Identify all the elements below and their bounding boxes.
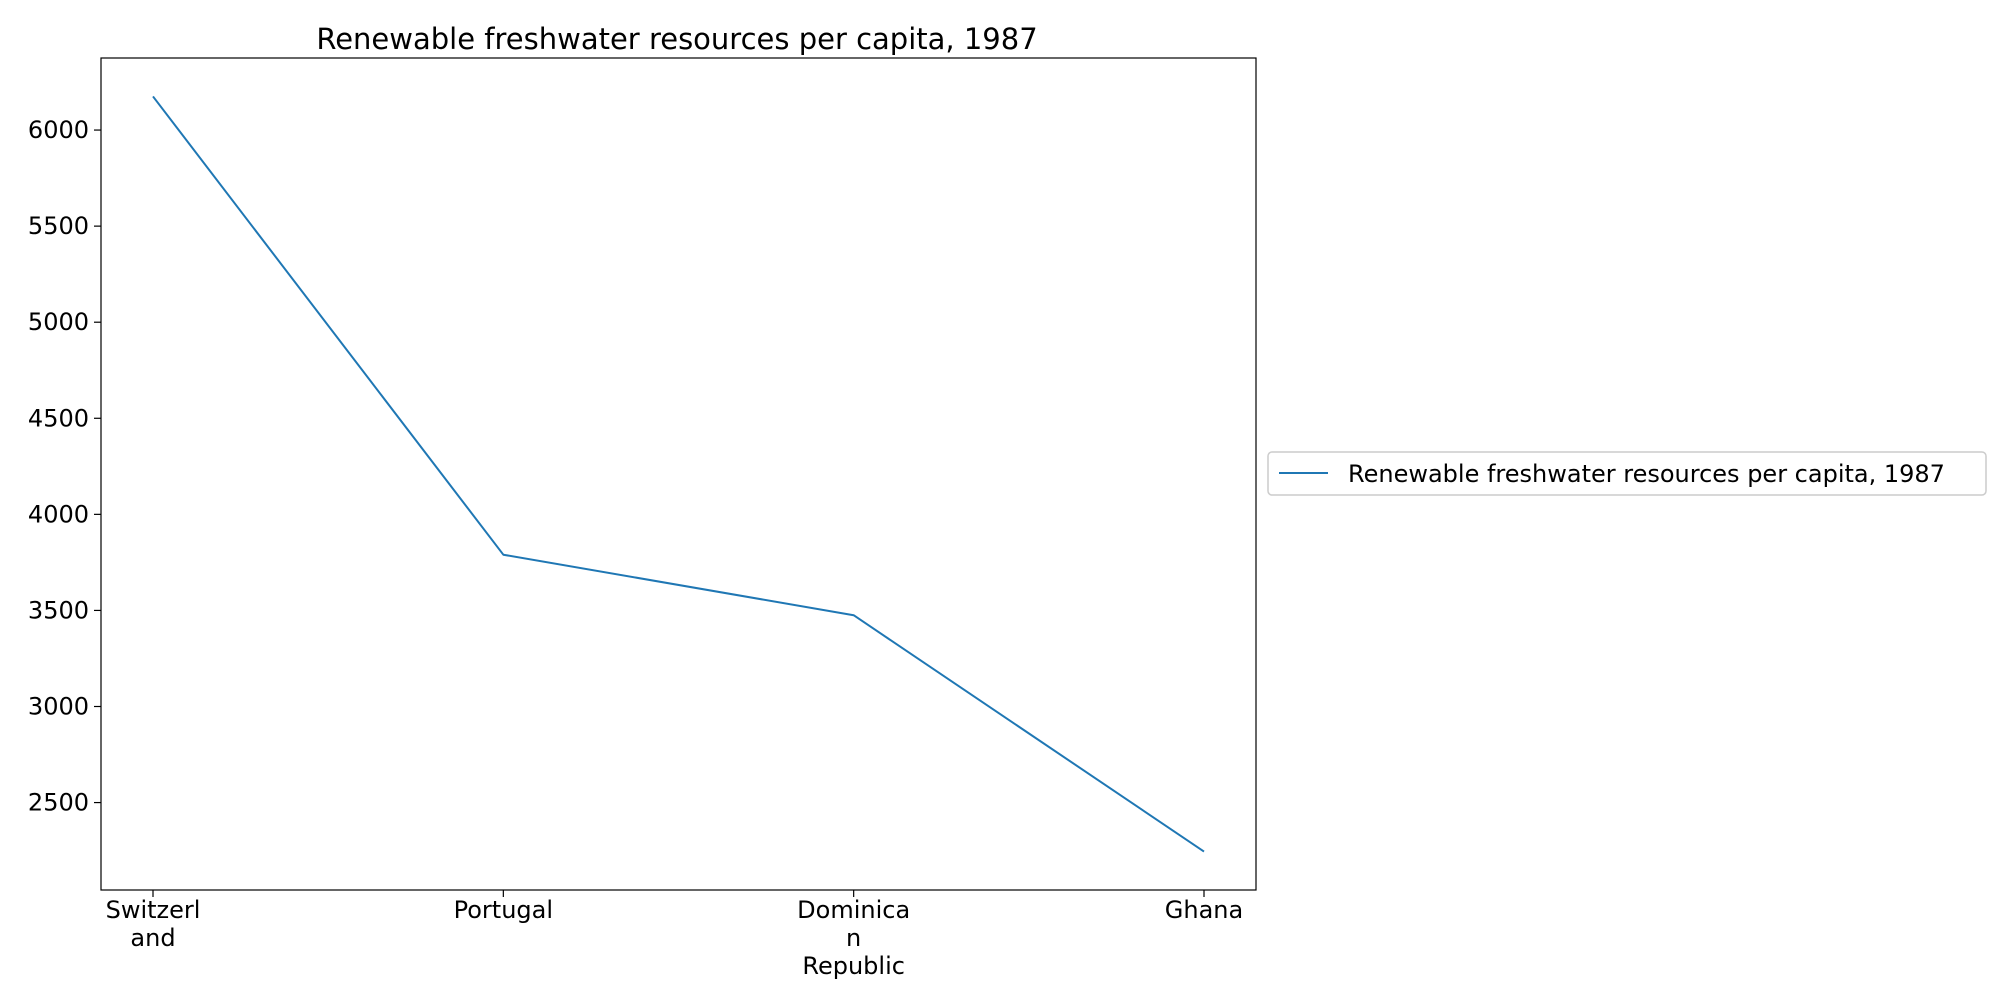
x-tick-label: and — [130, 924, 175, 952]
y-tick-label: 6000 — [28, 116, 89, 144]
y-tick-label: 5500 — [28, 212, 89, 240]
y-tick-label: 4500 — [28, 404, 89, 432]
chart-title: Renewable freshwater resources per capit… — [316, 22, 1037, 56]
y-tick-label: 3500 — [28, 596, 89, 624]
y-axis: 2500 3000 3500 4000 4500 5000 5500 6000 — [28, 116, 101, 817]
legend-box — [1267, 451, 1987, 496]
x-tick-label: Republic — [802, 952, 905, 980]
plot-frame — [100, 57, 1257, 891]
y-tick-label: 4000 — [28, 500, 89, 528]
x-tick-label: Ghana — [1165, 896, 1243, 924]
y-tick-label: 3000 — [28, 692, 89, 720]
y-tick-label: 2500 — [28, 789, 89, 817]
series-line — [152, 95, 1205, 853]
legend: Renewable freshwater resources per capit… — [1267, 451, 1987, 496]
x-tick-label: Dominica — [797, 896, 910, 924]
legend-label: Renewable freshwater resources per capit… — [1348, 460, 1945, 488]
plot-area — [100, 57, 1257, 891]
x-tick-label: n — [846, 924, 861, 952]
x-tick-label: Switzerl — [106, 896, 201, 924]
x-tick-label: Portugal — [454, 896, 553, 924]
y-tick-label: 5000 — [28, 308, 89, 336]
series-layer — [152, 95, 1205, 853]
